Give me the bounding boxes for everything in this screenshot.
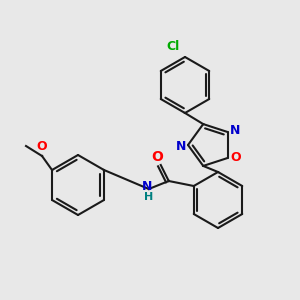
Text: O: O [151, 150, 163, 164]
Text: N: N [230, 124, 240, 136]
Text: H: H [144, 192, 153, 202]
Text: N: N [142, 181, 152, 194]
Text: O: O [230, 152, 241, 164]
Text: Cl: Cl [167, 40, 180, 53]
Text: O: O [37, 140, 47, 154]
Text: N: N [176, 140, 186, 154]
